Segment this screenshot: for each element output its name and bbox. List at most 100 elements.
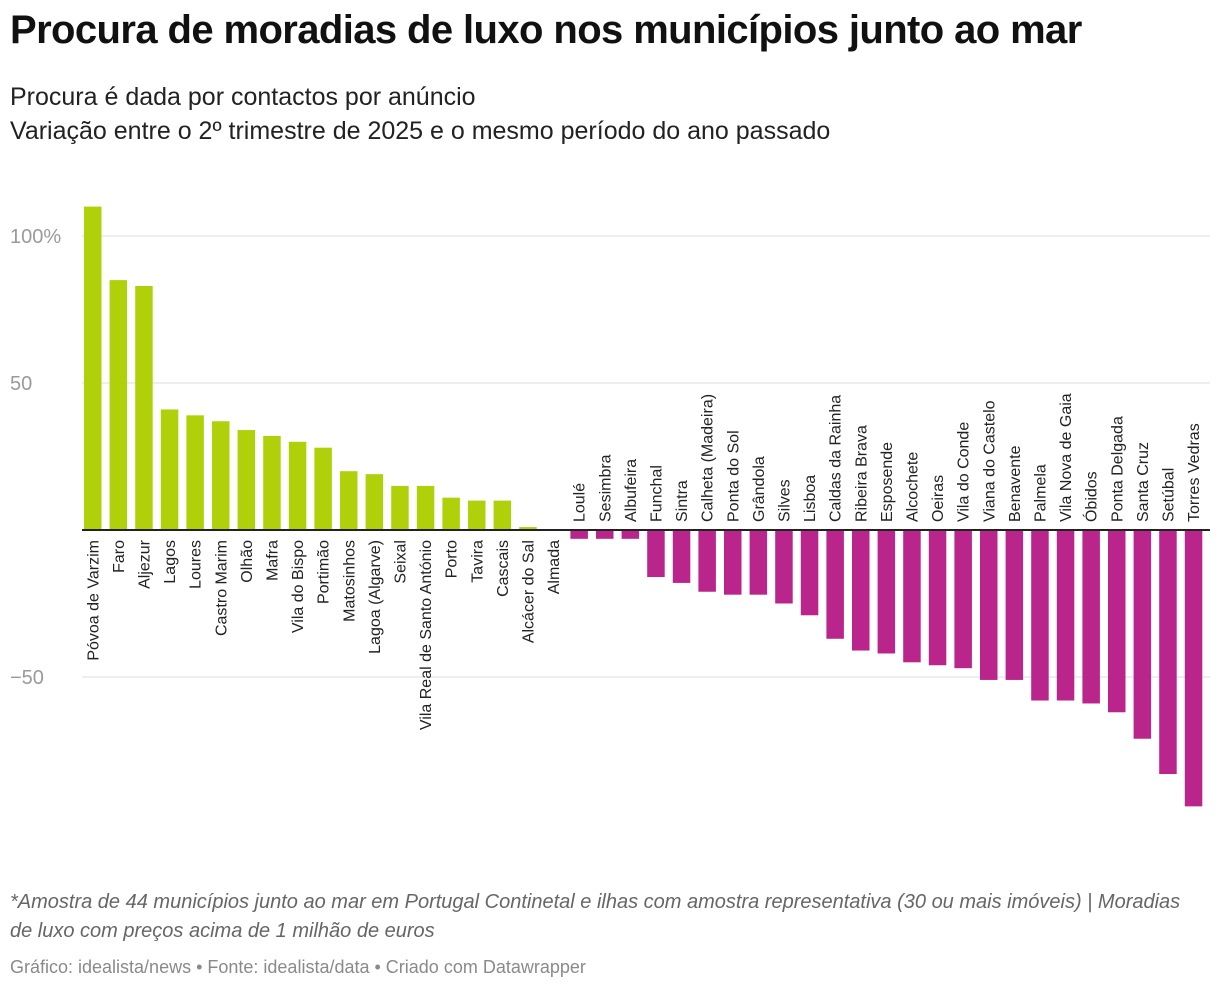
bar — [391, 485, 409, 530]
category-label: Cascais — [495, 540, 512, 597]
subtitle-line-1: Procura é dada por contactos por anúncio — [10, 83, 476, 111]
bar — [570, 530, 588, 539]
bar — [724, 530, 742, 595]
axes: 100% 50 −50 — [10, 226, 1210, 689]
bar — [288, 441, 307, 530]
bar — [877, 530, 896, 654]
bar — [1031, 530, 1049, 701]
category-label: Porto — [444, 540, 461, 578]
bar — [263, 435, 281, 530]
category-label: Seixal — [392, 540, 409, 584]
y-tick-label: −50 — [10, 667, 44, 689]
bars — [84, 206, 1203, 807]
category-label: Ponta Delgada — [1109, 416, 1126, 522]
bar — [596, 530, 614, 539]
category-label: Portimão — [316, 540, 333, 604]
footnote: *Amostra de 44 municípios junto ao mar e… — [10, 891, 1181, 942]
category-label: Setúbal — [1160, 468, 1177, 522]
bar — [1184, 530, 1203, 807]
category-label: Ponta do Sol — [725, 430, 742, 522]
bar — [852, 530, 870, 651]
category-label: Óbidos — [1082, 471, 1101, 522]
category-labels: Póvoa de Varzim Faro Aljezur Lagos Loures Cas… — [85, 393, 1203, 730]
bar — [647, 530, 665, 578]
category-label: Faro — [111, 540, 128, 573]
category-label: Caldas da Rainha — [828, 395, 845, 522]
chart-title: Procura de moradias de luxo nos municípi… — [10, 8, 1082, 52]
bar — [1133, 530, 1152, 739]
bar — [621, 530, 640, 539]
bar — [928, 530, 947, 666]
bar — [826, 530, 844, 639]
bar — [237, 430, 256, 530]
bar — [493, 500, 512, 530]
bar — [1108, 530, 1126, 713]
category-label: Sintra — [674, 480, 691, 522]
category-label: Calheta (Madeira) — [700, 394, 717, 522]
bar — [672, 530, 691, 583]
chart-subtitle: Procura é dada por contactos por anúncio… — [10, 80, 830, 148]
category-label: Mafra — [264, 540, 281, 581]
bar — [1082, 530, 1100, 704]
bar — [775, 530, 793, 604]
category-label: Loures — [188, 540, 205, 589]
category-label: Vila Real de Santo António — [418, 540, 435, 730]
category-label: Grândola — [751, 456, 768, 522]
category-label: Silves — [776, 479, 793, 522]
category-label: Torres Vedras — [1186, 423, 1203, 522]
category-label: Lagoa (Algarve) — [367, 540, 384, 654]
category-label: Póvoa de Varzim — [85, 540, 102, 661]
category-label: Oeiras — [930, 475, 947, 522]
bar — [135, 285, 153, 530]
bar — [749, 530, 768, 595]
category-label: Almada — [546, 540, 563, 594]
category-label: Vila do Conde — [956, 422, 973, 522]
bar — [980, 530, 998, 680]
bar — [954, 530, 972, 669]
bar — [800, 530, 819, 616]
subtitle-line-2: Variação entre o 2º trimestre de 2025 e … — [10, 117, 831, 145]
category-label: Vila Nova de Gaia — [1058, 393, 1075, 522]
category-label: Palmela — [1032, 464, 1049, 522]
category-label: Esposende — [879, 442, 896, 522]
y-tick-label: 50 — [10, 373, 32, 395]
y-tick-label: 100% — [10, 226, 61, 248]
bar — [698, 530, 716, 592]
category-label: Tavira — [469, 540, 486, 583]
category-label: Funchal — [648, 465, 665, 522]
bar — [340, 471, 358, 530]
category-label: Lagos — [162, 540, 179, 584]
bar — [903, 530, 921, 663]
bar-chart: Póvoa de Varzim Faro Aljezur Lagos Loures Cas… — [10, 206, 1210, 807]
category-label: Alcácer do Sal — [520, 540, 537, 643]
bar — [1159, 530, 1177, 775]
credits: Gráfico: idealista/news • Fonte: idealis… — [10, 957, 586, 977]
bar — [416, 485, 435, 530]
category-label: Matosinhos — [341, 540, 358, 622]
bar — [160, 409, 179, 530]
bar — [365, 474, 384, 530]
bar — [109, 280, 128, 530]
bar — [186, 415, 204, 530]
category-label: Castro Marim — [213, 540, 230, 636]
category-label: Alcochete — [904, 452, 921, 522]
bar — [84, 206, 102, 530]
category-label: Ribeira Brava — [853, 425, 870, 522]
bar — [519, 527, 537, 530]
category-label: Viana do Castelo — [981, 400, 998, 522]
category-label: Sesimbra — [597, 454, 614, 522]
category-label: Aljezur — [136, 539, 153, 589]
category-label: Lisboa — [802, 475, 819, 522]
bar — [1005, 530, 1024, 680]
category-label: Albufeira — [623, 459, 640, 522]
category-label: Benavente — [1007, 445, 1024, 522]
bar — [1056, 530, 1075, 701]
category-label: Olhão — [239, 540, 256, 583]
bar — [468, 500, 486, 530]
category-label: Loulé — [572, 483, 589, 522]
category-label: Vila do Bispo — [290, 540, 307, 633]
bar — [442, 497, 460, 530]
bar — [212, 421, 230, 530]
bar — [314, 447, 332, 530]
category-label: Santa Cruz — [1135, 442, 1152, 522]
